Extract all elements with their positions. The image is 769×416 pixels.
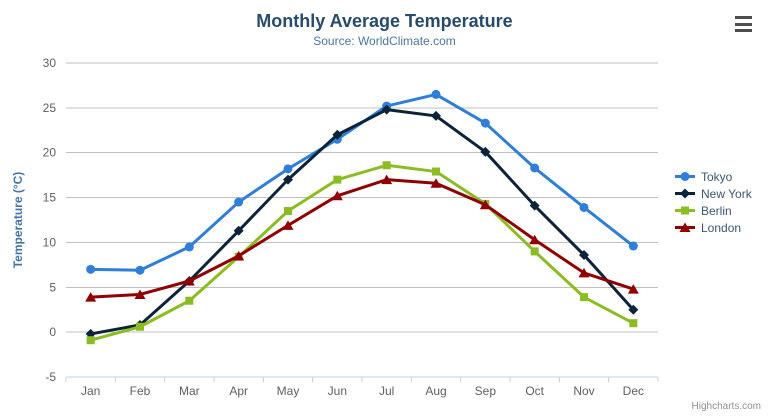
data-point-london[interactable]: [233, 250, 245, 261]
data-point-tokyo[interactable]: [579, 202, 589, 212]
data-point-berlin[interactable]: [629, 319, 638, 328]
x-axis-label: Jun: [328, 384, 347, 398]
data-point-new-york[interactable]: [579, 249, 589, 260]
data-point-berlin[interactable]: [333, 175, 342, 184]
y-axis-label: 0: [49, 325, 56, 339]
y-axis-label: 20: [43, 146, 57, 160]
legend-square-icon: [675, 206, 695, 215]
data-point-berlin[interactable]: [86, 336, 95, 345]
hamburger-menu-icon: [734, 29, 752, 32]
x-axis-label: Dec: [623, 384, 644, 398]
data-point-london[interactable]: [430, 178, 442, 188]
series-line-london: [89, 178, 635, 299]
data-point-new-york[interactable]: [381, 104, 392, 115]
legend-circle-icon: [675, 172, 695, 181]
legend-label: New York: [701, 186, 752, 201]
series-line-new-york: [89, 108, 635, 336]
data-point-new-york[interactable]: [431, 110, 441, 121]
data-point-berlin[interactable]: [382, 161, 391, 170]
legend-marker-tokyo: [680, 172, 690, 181]
legend-marker-new-york: [680, 188, 690, 199]
data-point-london[interactable]: [85, 292, 97, 302]
data-point-tokyo[interactable]: [135, 265, 145, 275]
data-point-london[interactable]: [282, 220, 294, 230]
data-point-london[interactable]: [627, 284, 639, 294]
legend-diamond-icon: [675, 188, 695, 199]
legend-marker-london: [679, 222, 691, 232]
data-point-london[interactable]: [134, 289, 146, 299]
legend-item-london[interactable]: London: [674, 220, 752, 235]
data-point-new-york[interactable]: [480, 146, 491, 157]
y-axis-label: 30: [43, 56, 57, 70]
data-point-new-york[interactable]: [332, 129, 343, 140]
series-new-york: [85, 104, 639, 339]
x-axis-label: Apr: [229, 384, 248, 398]
chart-subtitle: Source: WorldClimate.com: [313, 34, 456, 48]
data-point-berlin[interactable]: [530, 247, 539, 256]
data-point-tokyo[interactable]: [431, 89, 441, 99]
series-line-berlin: [89, 163, 635, 342]
x-axis-label: Mar: [179, 384, 200, 398]
legend-item-new-york[interactable]: New York: [674, 186, 752, 201]
data-point-london[interactable]: [479, 199, 491, 210]
data-point-tokyo[interactable]: [480, 118, 490, 128]
hamburger-menu-icon: [734, 16, 752, 19]
x-axis-label: Sep: [475, 384, 497, 398]
y-axis-label: 15: [43, 191, 57, 205]
highcharts-credit[interactable]: Highcharts.com: [691, 401, 761, 412]
y-axis-label: 10: [43, 235, 57, 249]
data-point-london[interactable]: [381, 174, 393, 185]
legend-label: London: [701, 220, 742, 235]
data-point-new-york[interactable]: [233, 225, 244, 236]
data-point-london[interactable]: [578, 267, 590, 278]
data-point-berlin[interactable]: [432, 167, 440, 176]
legend: Tokyo New York Berlin London: [674, 169, 752, 235]
export-menu-button[interactable]: [732, 16, 754, 32]
x-axis-label: Aug: [425, 384, 446, 398]
chart-title: Monthly Average Temperature: [256, 11, 513, 31]
data-point-new-york[interactable]: [529, 200, 540, 211]
data-point-tokyo[interactable]: [86, 264, 96, 274]
data-point-tokyo[interactable]: [628, 241, 638, 251]
data-point-london[interactable]: [529, 234, 541, 245]
legend-marker-berlin: [681, 206, 689, 215]
data-point-tokyo[interactable]: [530, 163, 540, 173]
x-axis-label: Nov: [573, 384, 594, 398]
y-axis-label: 25: [43, 101, 57, 115]
x-axis-label: Feb: [130, 384, 151, 398]
x-axis-label: Oct: [525, 384, 544, 398]
x-axis-label: May: [277, 384, 300, 398]
legend-label: Berlin: [701, 203, 732, 218]
data-point-london[interactable]: [183, 276, 195, 286]
y-axis-label: -5: [45, 370, 56, 384]
data-point-tokyo[interactable]: [234, 197, 244, 207]
data-point-tokyo[interactable]: [184, 242, 194, 252]
x-axis-label: Jan: [81, 384, 100, 398]
series-london: [85, 174, 639, 302]
y-axis-title: Temperature (°C): [11, 172, 25, 269]
data-point-berlin[interactable]: [580, 293, 588, 302]
data-point-berlin[interactable]: [136, 322, 144, 331]
data-point-berlin[interactable]: [185, 296, 194, 305]
legend-triangle-icon: [675, 222, 695, 232]
x-axis-label: Jul: [379, 384, 394, 398]
legend-label: Tokyo: [701, 169, 733, 184]
legend-item-berlin[interactable]: Berlin: [674, 203, 752, 218]
hamburger-menu-icon: [734, 22, 752, 26]
data-point-berlin[interactable]: [284, 207, 292, 216]
data-point-london[interactable]: [331, 190, 343, 201]
y-axis-label: 5: [49, 280, 56, 294]
series-tokyo: [86, 89, 638, 275]
data-point-tokyo[interactable]: [283, 164, 293, 174]
legend-item-tokyo[interactable]: Tokyo: [674, 169, 752, 184]
data-point-new-york[interactable]: [628, 304, 639, 315]
data-point-new-york[interactable]: [283, 174, 293, 185]
